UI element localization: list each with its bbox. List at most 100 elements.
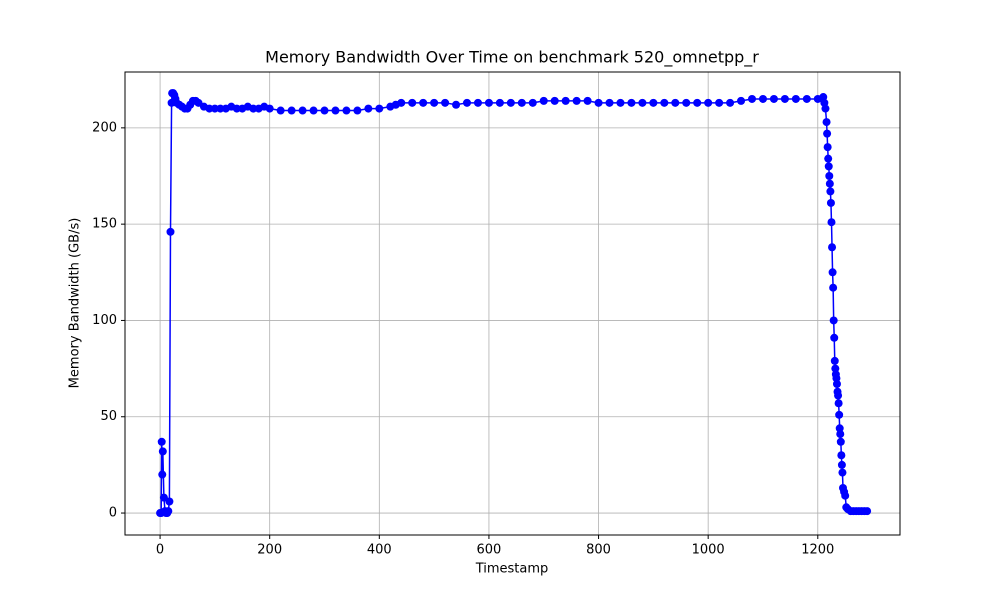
data-point [823, 143, 832, 152]
data-point [276, 106, 285, 115]
data-point [265, 104, 274, 113]
data-point [769, 94, 778, 103]
data-point [287, 106, 296, 115]
data-point [158, 447, 167, 456]
data-point [830, 333, 839, 342]
data-point [375, 104, 384, 113]
data-point [561, 96, 570, 105]
data-point [837, 460, 846, 469]
data-point [506, 98, 515, 107]
data-point [397, 98, 406, 107]
data-point [430, 98, 439, 107]
data-point [166, 227, 175, 236]
data-point [164, 507, 173, 516]
data-point [824, 154, 833, 163]
data-point [528, 98, 537, 107]
data-point [834, 399, 843, 408]
data-point [841, 491, 850, 500]
data-point [822, 118, 831, 127]
y-tick-label: 150 [92, 217, 117, 232]
data-point [828, 243, 837, 252]
data-point [748, 94, 757, 103]
chart-title: Memory Bandwidth Over Time on benchmark … [265, 48, 759, 68]
data-point [832, 380, 841, 389]
x-tick-label: 1000 [692, 543, 725, 558]
data-point [484, 98, 493, 107]
data-point [473, 98, 482, 107]
data-point [715, 98, 724, 107]
data-point [791, 94, 800, 103]
x-tick-label: 400 [367, 543, 392, 558]
data-point [682, 98, 691, 107]
x-tick-label: 200 [257, 543, 282, 558]
data-point [616, 98, 625, 107]
data-point [463, 98, 472, 107]
data-point [205, 104, 214, 113]
data-point [829, 283, 838, 292]
data-point [660, 98, 669, 107]
x-tick-label: 1200 [801, 543, 834, 558]
plot [156, 89, 872, 518]
data-point [249, 104, 258, 113]
data-point [157, 437, 166, 446]
data-point [539, 96, 548, 105]
data-point [835, 410, 844, 419]
data-point [826, 198, 835, 207]
data-point [825, 179, 834, 188]
data-point [583, 96, 592, 105]
data-point [441, 98, 450, 107]
y-tick-label: 200 [92, 120, 117, 135]
data-point [353, 106, 362, 115]
data-point [495, 98, 504, 107]
data-point [210, 104, 219, 113]
data-point [452, 100, 461, 109]
data-point [331, 106, 340, 115]
y-tick-label: 100 [92, 313, 117, 328]
data-point [835, 424, 844, 433]
data-point [232, 104, 241, 113]
data-point [298, 106, 307, 115]
data-point [158, 470, 167, 479]
y-axis-label: Memory Bandwidth (GB/s) [68, 218, 83, 389]
x-tick-label: 600 [477, 543, 502, 558]
data-point [165, 497, 174, 506]
data-point [419, 98, 428, 107]
data-point [693, 98, 702, 107]
data-point [836, 437, 845, 446]
y-tick-label: 50 [100, 409, 117, 424]
data-point [838, 468, 847, 477]
data-point [825, 172, 834, 181]
data-point [649, 98, 658, 107]
data-point [726, 98, 735, 107]
data-point [320, 106, 329, 115]
data-point [758, 94, 767, 103]
data-point [737, 96, 746, 105]
data-point [704, 98, 713, 107]
data-point [638, 98, 647, 107]
y-tick-label: 0 [109, 506, 117, 521]
x-tick-label: 0 [156, 543, 164, 558]
data-point [216, 104, 225, 113]
data-point [572, 96, 581, 105]
data-point [594, 98, 603, 107]
data-point [550, 96, 559, 105]
plot-frame [124, 71, 901, 536]
data-point [824, 162, 833, 171]
data-point [834, 391, 843, 400]
data-point [627, 98, 636, 107]
data-point [831, 364, 840, 373]
data-point [342, 106, 351, 115]
data-point [605, 98, 614, 107]
data-point [780, 94, 789, 103]
data-point [826, 187, 835, 196]
data-point [837, 451, 846, 460]
data-point [829, 316, 838, 325]
data-point [827, 218, 836, 227]
x-tick-label: 800 [586, 543, 611, 558]
data-point [830, 356, 839, 365]
grid [125, 72, 900, 535]
data-point [836, 430, 845, 439]
data-point [408, 98, 417, 107]
x-axis-label: Timestamp [475, 562, 549, 577]
